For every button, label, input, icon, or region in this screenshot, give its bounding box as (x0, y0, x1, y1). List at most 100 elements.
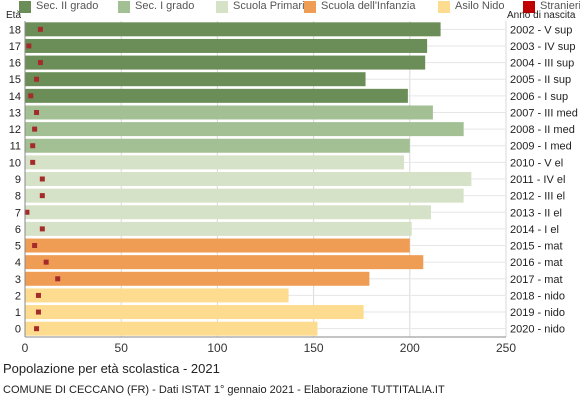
foreign-marker (55, 276, 61, 282)
birth-year-label: 2002 - V sup (510, 24, 572, 36)
foreign-marker (34, 109, 40, 115)
chart-footer-title: Popolazione per età scolastica - 2021 (3, 361, 220, 376)
birth-year-label: 2008 - II med (510, 124, 575, 136)
legend-swatch (118, 1, 130, 13)
legend-label: Scuola Primaria (233, 0, 311, 12)
foreign-marker (37, 26, 43, 32)
foreign-marker (39, 176, 45, 182)
age-tick-label: 8 (15, 191, 21, 203)
bar (25, 55, 426, 70)
foreign-marker (35, 309, 41, 315)
legend: Sec. II grado Sec. I grado Scuola Primaria… (0, 0, 580, 14)
bar (25, 38, 428, 53)
birth-year-label: 2003 - IV sup (510, 41, 575, 53)
y-axis-label: Età (6, 10, 22, 21)
age-tick-label: 4 (15, 257, 21, 269)
birth-year-label: 2009 - I med (510, 141, 572, 153)
birth-year-label: 2015 - mat (510, 241, 563, 253)
foreign-marker (39, 193, 45, 199)
birth-year-label: 2005 - II sup (510, 74, 571, 86)
age-tick-label: 7 (15, 207, 21, 219)
foreign-marker (32, 126, 38, 132)
bar (25, 255, 424, 270)
age-tick-label: 16 (9, 58, 21, 70)
birth-year-label: 2010 - V el (510, 157, 563, 169)
foreign-marker (24, 209, 30, 215)
age-tick-label: 10 (9, 157, 21, 169)
bar (25, 321, 318, 336)
bar (25, 288, 289, 303)
bar (25, 221, 412, 236)
birth-year-label: 2017 - mat (510, 274, 563, 286)
right-axis-label: Anno di nascita (507, 10, 576, 21)
foreign-marker (34, 326, 40, 332)
bar (25, 188, 464, 203)
birth-year-label: 2011 - IV el (510, 174, 565, 186)
birth-year-label: 2016 - mat (510, 257, 563, 269)
bar (25, 305, 364, 320)
age-tick-label: 5 (15, 241, 21, 253)
birth-year-label: 2014 - I el (510, 224, 559, 236)
legend-label: Sec. II grado (36, 0, 99, 12)
bar (25, 155, 405, 170)
legend-label: Stranieri (540, 0, 580, 12)
age-tick-label: 6 (15, 224, 21, 236)
bar (25, 22, 441, 37)
legend-swatch (304, 1, 316, 13)
legend-swatch (438, 1, 450, 13)
x-tick-label: 100 (207, 341, 227, 355)
birth-year-label: 2004 - III sup (510, 58, 574, 70)
legend-label: Asilo Nido (455, 0, 505, 12)
birth-year-label: 2020 - nido (510, 324, 565, 336)
age-tick-label: 17 (9, 41, 21, 53)
bar (25, 172, 472, 186)
age-tick-label: 13 (9, 107, 21, 119)
age-tick-label: 9 (15, 174, 21, 186)
bar (25, 72, 366, 87)
foreign-marker (30, 143, 36, 149)
foreign-marker (43, 259, 49, 265)
x-tick-label: 0 (22, 341, 29, 355)
foreign-marker (37, 60, 43, 66)
birth-year-label: 2006 - I sup (510, 91, 568, 103)
bar (25, 205, 431, 220)
age-tick-label: 11 (10, 141, 21, 153)
foreign-marker (35, 292, 41, 298)
legend-label: Sec. I grado (135, 0, 195, 12)
legend-swatch (523, 1, 535, 13)
bar (25, 138, 410, 153)
birth-year-label: 2013 - II el (510, 207, 562, 219)
x-tick-label: 150 (304, 341, 324, 355)
age-tick-label: 15 (9, 74, 21, 86)
bar (25, 122, 464, 137)
legend-label: Scuola dell'Infanzia (321, 0, 416, 12)
legend-swatch (19, 1, 31, 13)
age-tick-label: 3 (15, 274, 21, 286)
birth-year-label: 2018 - nido (510, 290, 565, 302)
age-tick-label: 14 (9, 91, 21, 103)
foreign-marker (39, 226, 45, 232)
age-tick-label: 12 (9, 124, 21, 136)
bar (25, 238, 410, 253)
birth-year-label: 2007 - III med (510, 107, 578, 119)
age-tick-label: 1 (15, 307, 21, 319)
foreign-marker (30, 159, 36, 165)
x-tick-label: 200 (400, 341, 420, 355)
x-tick-label: 250 (496, 341, 516, 355)
x-tick-label: 50 (115, 341, 129, 355)
foreign-marker (28, 93, 34, 99)
birth-year-label: 2012 - III el (510, 191, 565, 203)
bar (25, 271, 370, 286)
age-tick-label: 2 (15, 290, 21, 302)
legend-swatch (216, 1, 228, 13)
bar (25, 105, 433, 120)
foreign-marker (34, 76, 40, 82)
foreign-marker (32, 243, 38, 249)
foreign-marker (26, 43, 32, 49)
bar (25, 88, 408, 103)
chart-footer-source: COMUNE DI CECCANO (FR) - Dati ISTAT 1° g… (3, 384, 445, 396)
age-tick-label: 0 (15, 324, 21, 336)
birth-year-label: 2019 - nido (510, 307, 565, 319)
age-tick-label: 18 (9, 24, 21, 36)
